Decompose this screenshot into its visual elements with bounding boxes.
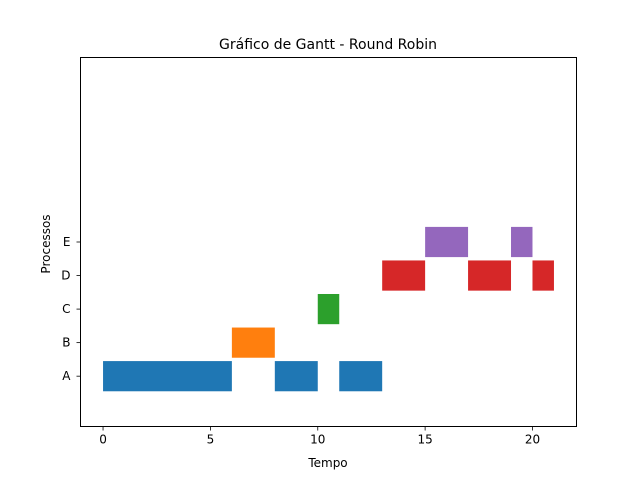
bars-group (103, 226, 554, 392)
y-axis-label: Processos (39, 214, 53, 273)
bar-a-3 (339, 361, 383, 392)
y-tick-label-c: C (62, 302, 70, 316)
bar-e-2 (511, 226, 533, 258)
x-tick-label: 15 (417, 433, 432, 447)
bar-e-1 (425, 226, 469, 258)
x-tick-label: 5 (207, 433, 215, 447)
y-tick-label-b: B (62, 336, 70, 350)
bar-c-1 (317, 293, 340, 325)
bar-d-1 (382, 260, 426, 291)
y-tick-label-a: A (62, 369, 71, 383)
x-tick-label: 10 (310, 433, 325, 447)
x-axis-ticks: 0 5 10 15 20 (99, 426, 540, 447)
plot-area-frame (80, 57, 577, 427)
x-axis-label: Tempo (307, 456, 347, 470)
bar-d-3 (532, 260, 554, 291)
x-tick-label: 20 (525, 433, 540, 447)
bar-d-2 (468, 260, 512, 291)
bar-b-1 (231, 327, 275, 358)
y-axis-ticks: A B C D E (61, 235, 81, 383)
y-tick-label-e: E (63, 235, 71, 249)
y-tick-label-d: D (61, 269, 70, 283)
bar-a-2 (274, 361, 318, 392)
bar-a-1 (103, 361, 232, 392)
x-tick-label: 0 (99, 433, 107, 447)
chart-title: Gráfico de Gantt - Round Robin (219, 37, 437, 53)
